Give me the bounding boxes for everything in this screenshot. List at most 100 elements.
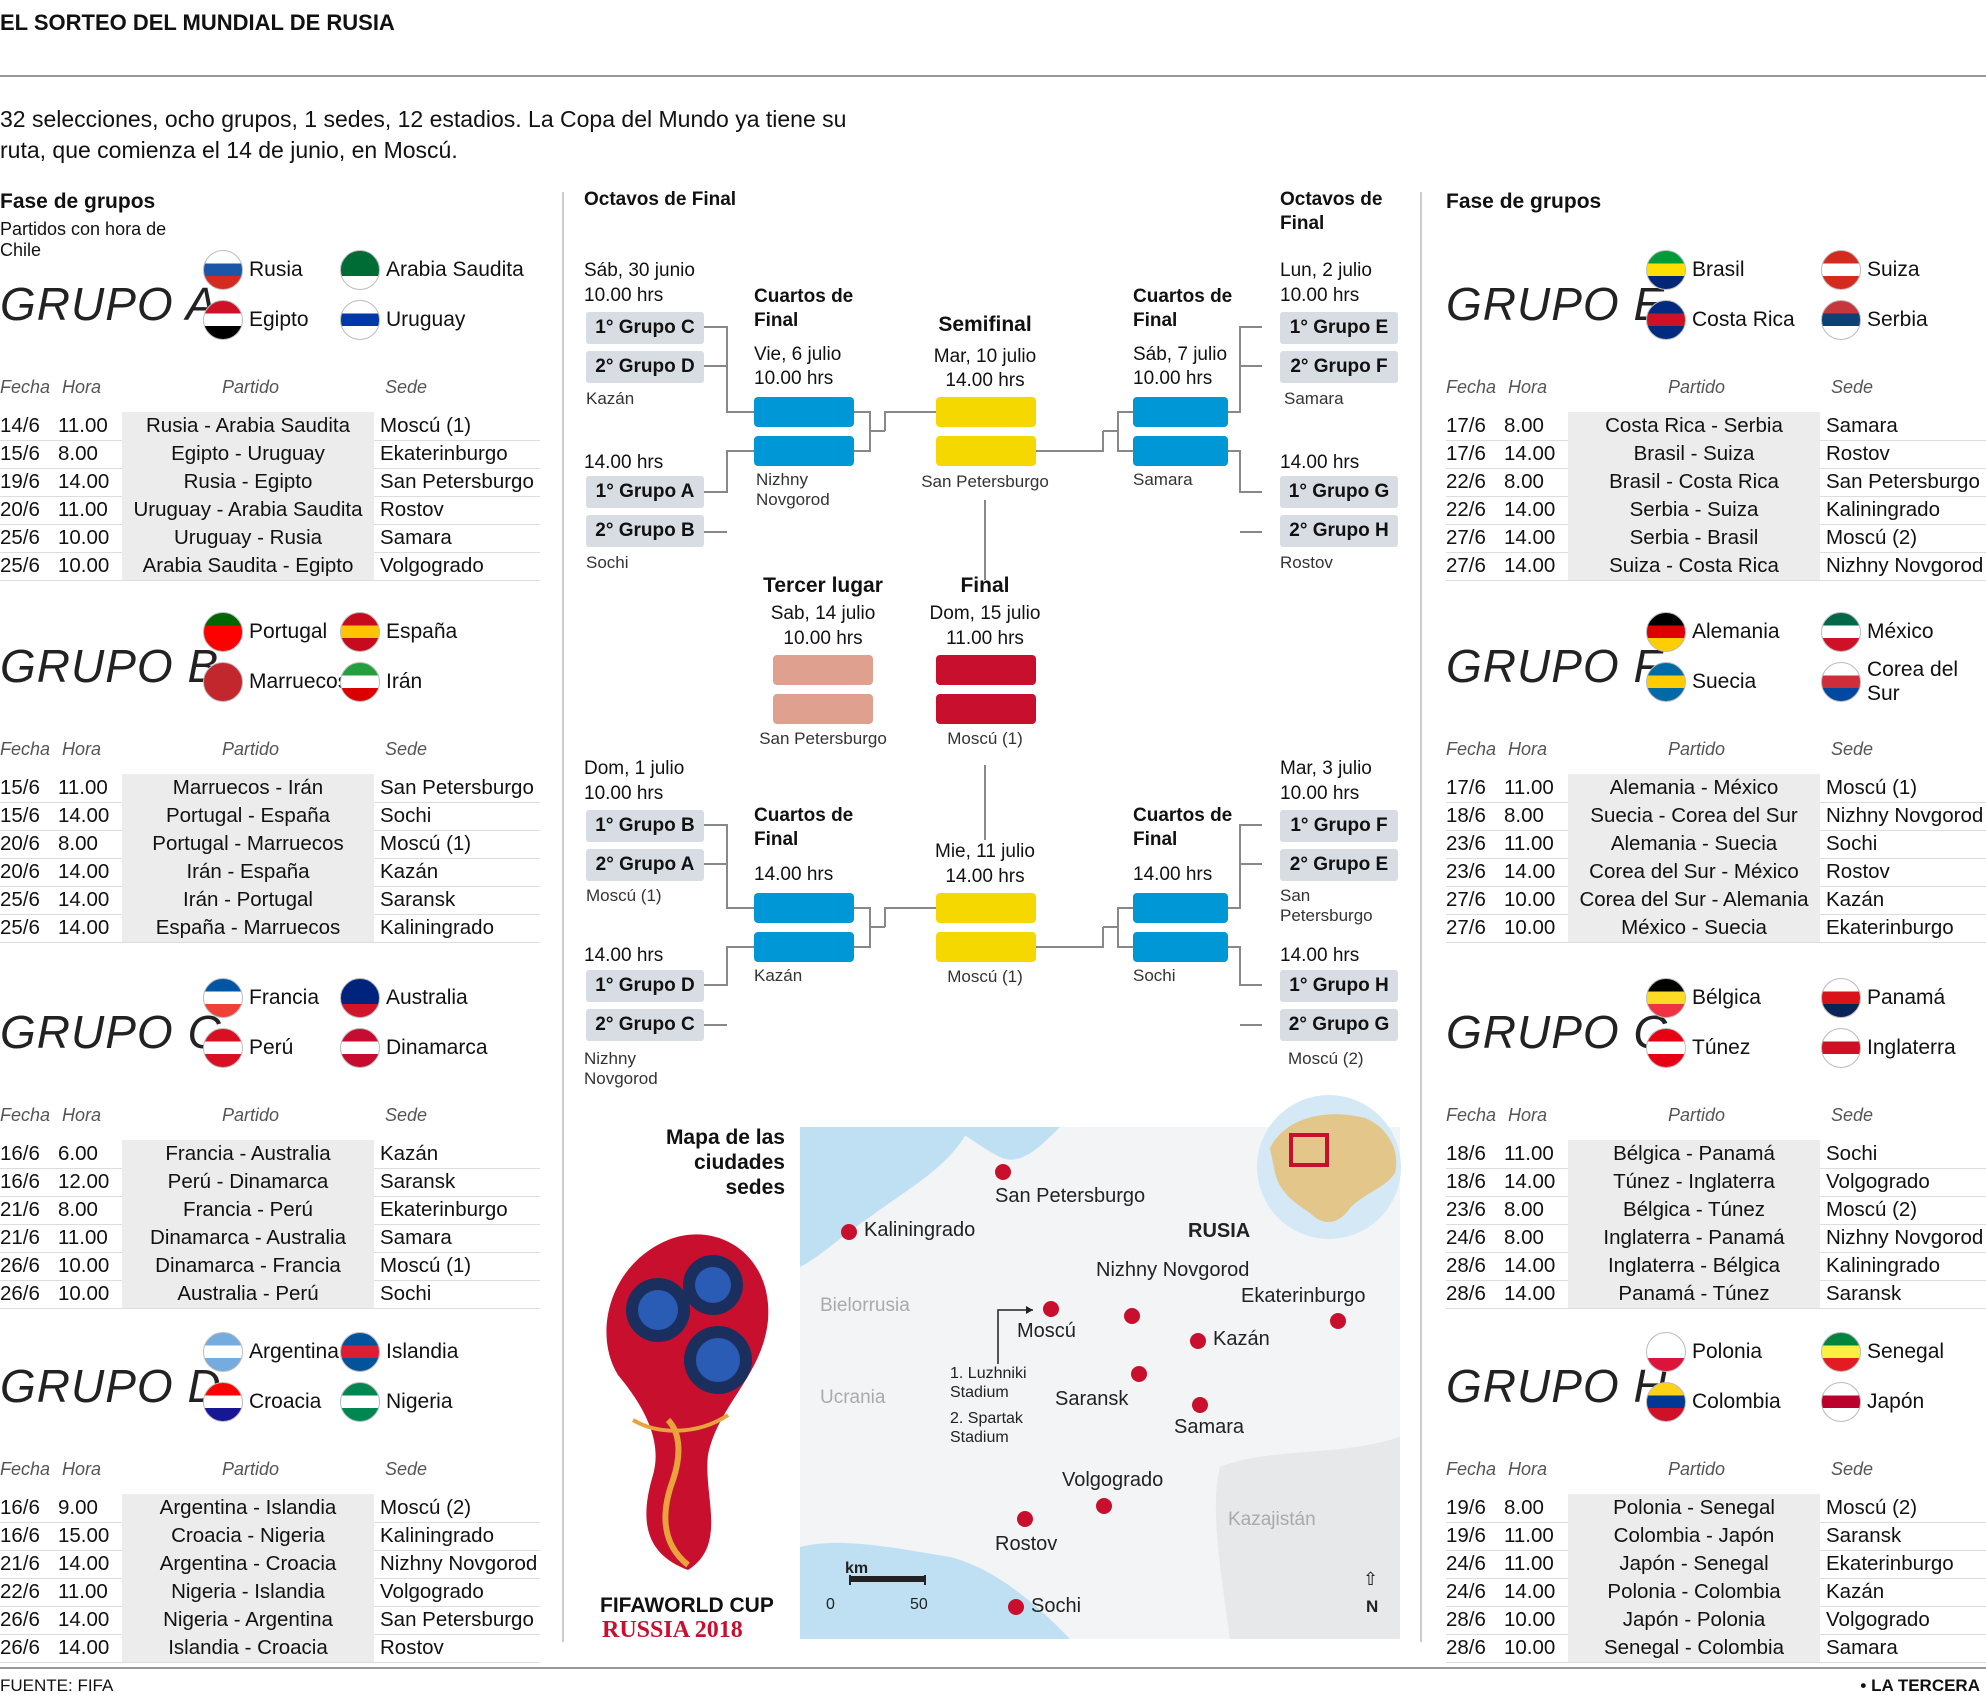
match-hora: 8.00 (58, 1198, 98, 1221)
match-hora: 10.00 (58, 1282, 110, 1305)
sf-bot-slot-2 (936, 932, 1036, 962)
match-row: 28/6 10.00 Japón - Polonia Volgogrado (1446, 1606, 1986, 1634)
match-row: 27/6 14.00 Serbia - Brasil Moscú (2) (1446, 524, 1986, 552)
match-fecha: 16/6 (0, 1142, 40, 1165)
third-date: Sab, 14 julio (770, 603, 876, 624)
team-name: Alemania (1692, 620, 1780, 643)
match-sede: Moscú (2) (1826, 526, 1918, 549)
row-divider (1446, 942, 1986, 943)
group-name: GRUPO C (0, 1006, 222, 1058)
br-date: Mar, 3 julio (1280, 758, 1372, 779)
table-header-partido: Partido (1668, 739, 1726, 759)
match-hora: 10.00 (1504, 1636, 1556, 1659)
row-divider (0, 942, 540, 943)
match-hora: 14.00 (1504, 442, 1556, 465)
match-sede: San Petersburgo (380, 1608, 534, 1631)
map-city-samara: Samara (1174, 1416, 1245, 1438)
match-partido: Arabia Saudita - Egipto (122, 552, 374, 580)
map-label-rusia: RUSIA (1188, 1220, 1251, 1242)
br-city: San Petersburgo (1280, 886, 1373, 925)
table-header-hora: Hora (1508, 377, 1548, 397)
flag-icon (1646, 300, 1686, 340)
match-fecha: 18/6 (1446, 804, 1486, 827)
table-header-sede: Sede (385, 739, 428, 759)
match-partido: Bélgica - Panamá (1568, 1140, 1820, 1168)
team: Francia (203, 976, 319, 1020)
match-fecha: 22/6 (0, 1580, 40, 1603)
match-sede: Ekaterinburgo (1826, 916, 1954, 939)
match-sede: Saransk (1826, 1524, 1902, 1547)
match-sede: Nizhny Novgorod (1826, 1226, 1984, 1249)
match-partido: Nigeria - Argentina (122, 1606, 374, 1634)
match-partido: Rusia - Egipto (122, 468, 374, 496)
group-panel: GRUPO F Alemania México Suecia Corea del Sur… (1446, 597, 1986, 943)
table-header-partido: Partido (222, 739, 280, 759)
group-name: GRUPO E (1446, 278, 1666, 330)
sf-bot-date: Mie, 11 julio (935, 841, 1035, 862)
table-header-sede: Sede (385, 1105, 428, 1125)
match-sede: Volgogrado (1826, 1608, 1930, 1631)
team-name: Brasil (1692, 258, 1745, 281)
match-partido: Rusia - Arabia Saudita (122, 412, 374, 440)
match-sede: Volgogrado (380, 554, 484, 577)
match-hora: 8.00 (58, 832, 98, 855)
team-name: Nigeria (386, 1390, 453, 1413)
flag-icon (203, 1028, 243, 1068)
team: Australia (340, 976, 468, 1020)
map-dot-rostov (1017, 1511, 1033, 1527)
match-row: 18/6 11.00 Bélgica - Panamá Sochi (1446, 1140, 1986, 1168)
flag-icon (340, 300, 380, 340)
match-row: 16/6 12.00 Perú - Dinamarca Saransk (0, 1168, 540, 1196)
team-name: Arabia Saudita (386, 258, 524, 281)
match-partido: Suiza - Costa Rica (1568, 552, 1820, 580)
match-partido: Japón - Senegal (1568, 1550, 1820, 1578)
map-city-volgogrado: Volgogrado (1062, 1469, 1164, 1491)
match-row: 18/6 14.00 Túnez - Inglaterra Volgogrado (1446, 1168, 1986, 1196)
map-dot-samara (1192, 1397, 1208, 1413)
flag-icon (1646, 978, 1686, 1018)
flag-icon (1646, 1382, 1686, 1422)
match-row: 27/6 14.00 Suiza - Costa Rica Nizhny Novgor… (1446, 552, 1986, 580)
team: Dinamarca (340, 1026, 488, 1070)
brand-mark: • LA TERCERA (1860, 1676, 1980, 1695)
match-row: 26/6 14.00 Nigeria - Argentina San Petersbu… (0, 1606, 540, 1634)
table-header-partido: Partido (222, 1105, 280, 1125)
team-name: Argentina (249, 1340, 339, 1363)
match-hora: 8.00 (1504, 470, 1544, 493)
match-row: 25/6 10.00 Arabia Saudita - Egipto Volgogra… (0, 552, 540, 580)
match-row: 28/6 14.00 Inglaterra - Bélgica Kaliningrad… (1446, 1252, 1986, 1280)
match-row: 14/6 11.00 Rusia - Arabia Saudita Moscú (1) (0, 412, 540, 440)
sf-bot-time: 14.00 hrs (945, 866, 1025, 887)
match-partido: Egipto - Uruguay (122, 440, 374, 468)
match-row: 16/6 6.00 Francia - Australia Kazán (0, 1140, 540, 1168)
match-partido: Polonia - Colombia (1568, 1578, 1820, 1606)
match-hora: 14.00 (1504, 1170, 1556, 1193)
seed-tr-1: 1° Grupo E (1280, 312, 1398, 344)
match-hora: 10.00 (1504, 1608, 1556, 1631)
seed-bl-1: 1° Grupo B (586, 810, 704, 842)
seed-br2-2: 2° Grupo G (1280, 1009, 1398, 1041)
map-dot-san-petersburgo (995, 1164, 1011, 1180)
sf-bot-slot-1 (936, 893, 1036, 923)
table-header-hora: Hora (62, 1459, 102, 1479)
seed-bl2-1: 1° Grupo D (586, 970, 704, 1002)
flag-icon (340, 662, 380, 702)
map-dot-ekaterinburgo (1330, 1313, 1346, 1329)
match-sede: Kaliningrado (1826, 1254, 1940, 1277)
seed-tl2-2: 2° Grupo B (586, 515, 704, 547)
team-name: Perú (249, 1036, 294, 1059)
match-sede: Moscú (1) (380, 832, 472, 855)
time-note: Partidos con hora de Chile (0, 219, 167, 260)
match-sede: Samara (1826, 414, 1898, 437)
match-row: 26/6 14.00 Islandia - Croacia Rostov (0, 1634, 540, 1662)
left-divider (562, 192, 564, 1642)
match-sede: Ekaterinburgo (380, 1198, 508, 1221)
flag-icon (340, 1028, 380, 1068)
team: Egipto (203, 298, 309, 342)
team-name: Colombia (1692, 1390, 1781, 1413)
match-row: 16/6 9.00 Argentina - Islandia Moscú (2) (0, 1494, 540, 1522)
qf-br-slot-1 (1133, 893, 1228, 923)
match-hora: 11.00 (1504, 776, 1554, 799)
match-hora: 11.00 (1504, 1142, 1554, 1165)
